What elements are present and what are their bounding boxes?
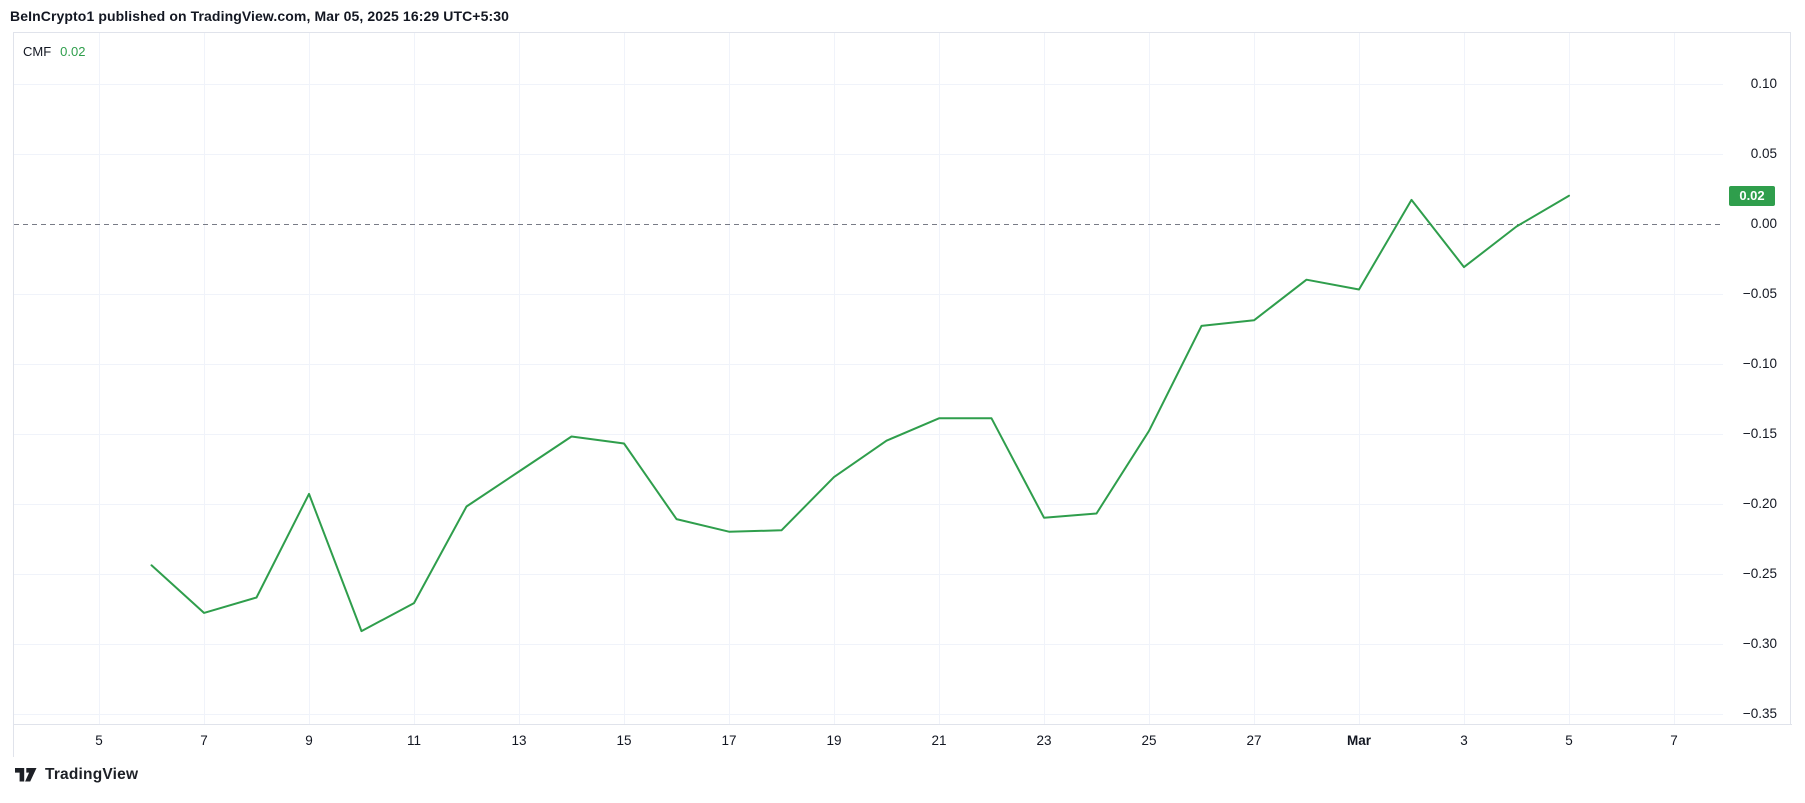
price-scale-label: 0.05 bbox=[1750, 146, 1777, 162]
time-axis-label: 19 bbox=[826, 733, 842, 748]
v-gridline bbox=[309, 33, 310, 724]
indicator-name: CMF bbox=[23, 44, 52, 59]
v-gridline bbox=[1149, 33, 1150, 724]
v-gridline bbox=[1044, 33, 1045, 724]
time-axis-label: 7 bbox=[200, 733, 208, 748]
h-gridline bbox=[14, 713, 1723, 715]
h-gridline bbox=[14, 643, 1723, 645]
v-gridline bbox=[519, 33, 520, 724]
price-scale-label: 0.00 bbox=[1750, 216, 1777, 232]
footer: TradingView bbox=[15, 766, 138, 784]
v-gridline bbox=[1464, 33, 1465, 724]
chart-widget: CMF 0.02 0.10 0.05 0.00 −0.05 −0.10 −0.15 −0.2… bbox=[13, 32, 1792, 757]
v-gridline bbox=[1359, 33, 1360, 724]
v-gridline bbox=[1569, 33, 1570, 724]
time-axis-label: 7 bbox=[1670, 733, 1678, 748]
time-axis-label: 17 bbox=[721, 733, 737, 748]
price-scale-label: −0.25 bbox=[1742, 566, 1777, 582]
tradingview-logo-icon[interactable] bbox=[15, 766, 37, 784]
v-gridline bbox=[1254, 33, 1255, 724]
attribution-text: BeInCrypto1 published on TradingView.com… bbox=[10, 8, 509, 24]
time-axis-label: 5 bbox=[95, 733, 103, 748]
h-gridline bbox=[14, 363, 1723, 365]
chart-plot-area[interactable]: CMF 0.02 bbox=[14, 33, 1723, 724]
price-scale-label: −0.05 bbox=[1742, 286, 1777, 302]
time-axis-label: 27 bbox=[1246, 733, 1262, 748]
v-gridline bbox=[729, 33, 730, 724]
zero-line bbox=[14, 223, 1723, 225]
h-gridline bbox=[14, 433, 1723, 435]
v-gridline bbox=[99, 33, 100, 724]
h-gridline bbox=[14, 153, 1723, 155]
v-gridline bbox=[939, 33, 940, 724]
time-axis[interactable]: 5 7 9 11 13 15 17 19 21 23 25 27 Mar 3 5 7 bbox=[14, 724, 1792, 757]
v-gridline bbox=[624, 33, 625, 724]
time-axis-label: 5 bbox=[1565, 733, 1573, 748]
time-axis-label: Mar bbox=[1346, 733, 1371, 748]
h-gridline bbox=[14, 573, 1723, 575]
price-scale-label: −0.30 bbox=[1742, 636, 1777, 652]
price-scale-label: −0.35 bbox=[1742, 706, 1777, 722]
h-gridline bbox=[14, 83, 1723, 85]
h-gridline bbox=[14, 293, 1723, 295]
time-axis-label: 23 bbox=[1036, 733, 1052, 748]
last-value-badge: 0.02 bbox=[1729, 185, 1775, 206]
price-scale-label: −0.15 bbox=[1742, 426, 1777, 442]
price-scale-axis[interactable]: 0.10 0.05 0.00 −0.05 −0.10 −0.15 −0.20 −0.25 −0.… bbox=[1723, 33, 1792, 724]
time-axis-label: 13 bbox=[511, 733, 527, 748]
h-gridline bbox=[14, 503, 1723, 505]
time-axis-label: 9 bbox=[305, 733, 313, 748]
tradingview-brand-text[interactable]: TradingView bbox=[45, 766, 139, 783]
v-gridline bbox=[1674, 33, 1675, 724]
cmf-line bbox=[150, 194, 1570, 633]
v-gridline bbox=[414, 33, 415, 724]
time-axis-label: 25 bbox=[1141, 733, 1157, 748]
time-axis-label: 15 bbox=[616, 733, 632, 748]
indicator-legend[interactable]: CMF 0.02 bbox=[23, 44, 85, 59]
price-scale-label: −0.20 bbox=[1742, 496, 1777, 512]
price-scale-label: 0.10 bbox=[1750, 76, 1777, 92]
indicator-value: 0.02 bbox=[60, 44, 86, 59]
time-axis-label: 21 bbox=[931, 733, 947, 748]
time-axis-label: 3 bbox=[1460, 733, 1468, 748]
v-gridline bbox=[834, 33, 835, 724]
price-scale-label: −0.10 bbox=[1742, 356, 1777, 372]
cmf-line-series bbox=[150, 194, 1570, 633]
time-axis-label: 11 bbox=[406, 733, 421, 748]
v-gridline bbox=[204, 33, 205, 724]
